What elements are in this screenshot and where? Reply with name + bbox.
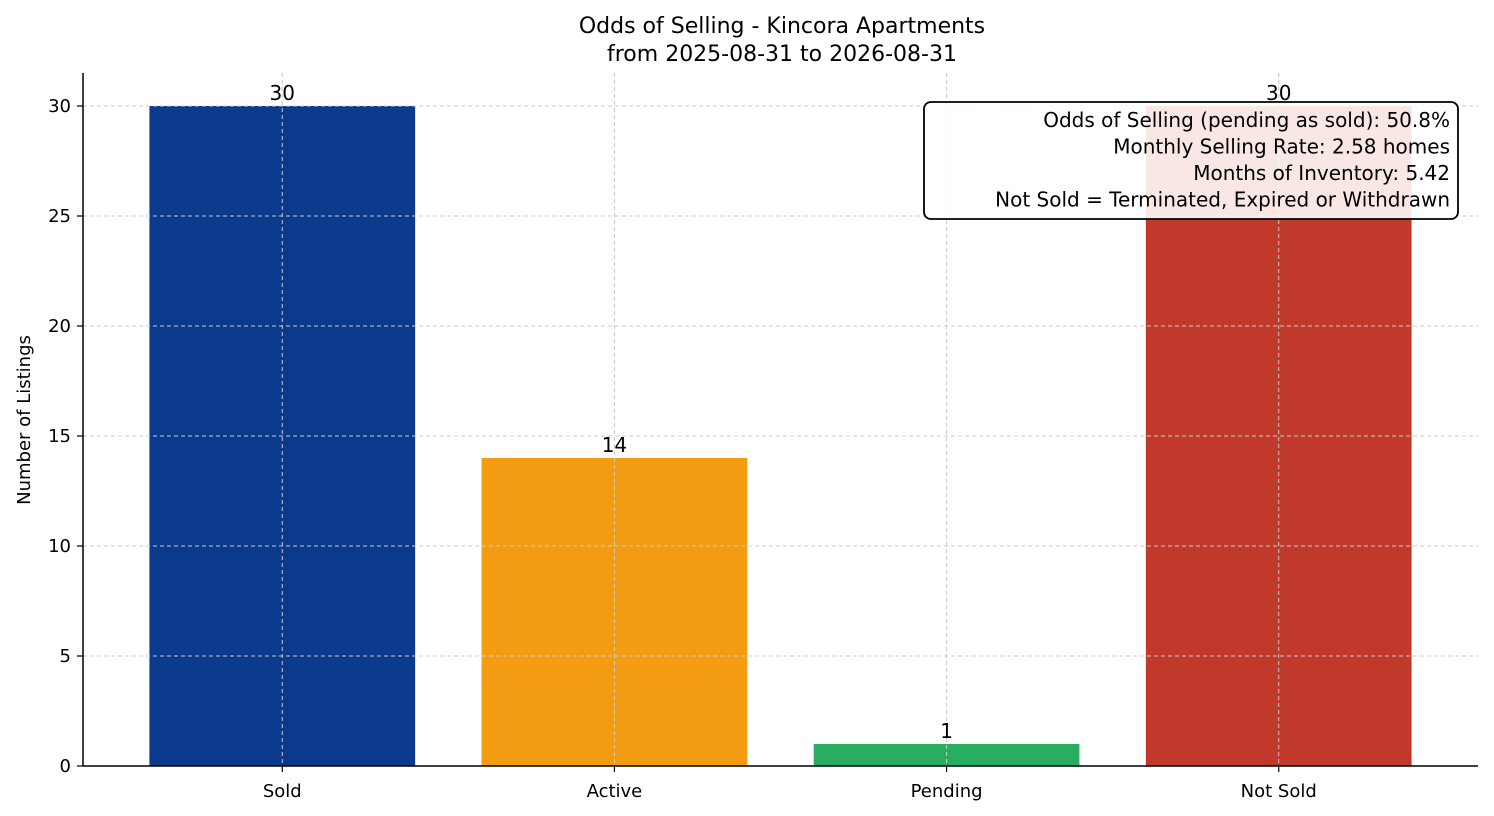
y-tick-label: 5 — [60, 646, 71, 667]
y-tick-label: 0 — [60, 756, 71, 777]
bar-value-label: 14 — [602, 433, 627, 457]
info-box-line: Monthly Selling Rate: 2.58 homes — [1113, 135, 1450, 159]
chart-subtitle: from 2025-08-31 to 2026-08-31 — [607, 42, 957, 67]
chart-title: Odds of Selling - Kincora Apartments — [579, 14, 985, 39]
x-tick-label: Not Sold — [1241, 781, 1317, 802]
info-box: Odds of Selling (pending as sold): 50.8%… — [923, 101, 1459, 220]
x-tick-label: Pending — [911, 781, 983, 802]
info-box-line: Not Sold = Terminated, Expired or Withdr… — [995, 188, 1450, 212]
y-axis-label: Number of Listings — [14, 335, 35, 505]
bar-value-label: 30 — [270, 81, 295, 105]
x-tick-label: Sold — [263, 781, 302, 802]
bar-value-label: 1 — [940, 719, 953, 743]
y-tick-label: 25 — [48, 206, 71, 227]
y-tick-label: 20 — [48, 316, 71, 337]
axes-layer: 0 5 10 15 20 25 30 Sold Active Pending Not Sold — [48, 73, 1478, 802]
bar-value-label: 30 — [1266, 81, 1291, 105]
info-box-line: Months of Inventory: 5.42 — [1193, 161, 1450, 185]
info-box-line: Odds of Selling (pending as sold): 50.8% — [1043, 108, 1450, 132]
y-tick-label: 15 — [48, 426, 71, 447]
y-tick-label: 30 — [48, 96, 71, 117]
info-box-frame — [923, 101, 1459, 220]
y-tick-label: 10 — [48, 536, 71, 557]
x-tick-label: Active — [587, 781, 643, 802]
